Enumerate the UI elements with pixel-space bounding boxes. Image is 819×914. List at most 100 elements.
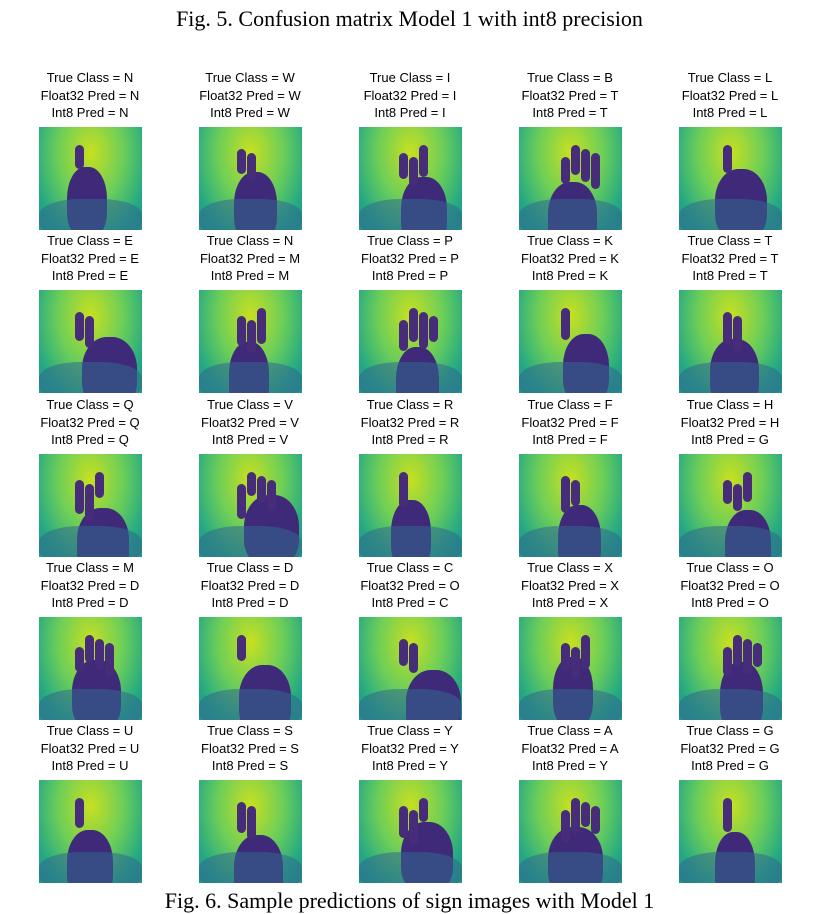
image-shade — [678, 361, 782, 393]
finger-shape — [408, 156, 418, 186]
sign-image — [198, 616, 302, 720]
sample-cell: True Class = F Float32 Pred = F Int8 Pred … — [490, 396, 650, 557]
finger-shape — [580, 801, 590, 827]
float32-pred-label: Float32 Pred = P — [361, 250, 459, 266]
sign-image — [518, 289, 622, 393]
int8-pred-label: Int8 Pred = S — [211, 758, 289, 773]
finger-shape — [74, 479, 84, 514]
true-class-label: True Class = Y — [367, 723, 453, 738]
sign-image — [678, 126, 782, 230]
sign-image — [358, 126, 462, 230]
finger-shape — [560, 156, 570, 184]
image-shade — [358, 525, 462, 557]
finger-shape — [590, 805, 600, 834]
sample-labels: True Class = R Float32 Pred = R Int8 Pred … — [330, 396, 490, 449]
finger-shape — [570, 144, 580, 175]
image-shade — [198, 688, 302, 720]
finger-shape — [580, 148, 590, 182]
figure-caption-bottom: Fig. 6. Sample predictions of sign image… — [164, 888, 655, 913]
sample-labels: True Class = Y Float32 Pred = Y Int8 Pred … — [330, 722, 490, 775]
image-shade — [678, 525, 782, 557]
sample-labels: True Class = P Float32 Pred = P Int8 Pred … — [330, 232, 490, 285]
float32-pred-label: Float32 Pred = O — [360, 577, 460, 593]
sample-labels: True Class = U Float32 Pred = U Int8 Pred … — [10, 722, 170, 775]
sign-image — [678, 453, 782, 557]
true-class-label: True Class = F — [527, 397, 613, 412]
true-class-label: True Class = I — [369, 70, 451, 85]
image-shade — [358, 361, 462, 393]
sample-labels: True Class = E Float32 Pred = E Int8 Pred … — [10, 232, 170, 285]
image-shade — [38, 525, 142, 557]
sign-image — [518, 616, 622, 720]
finger-shape — [560, 642, 570, 671]
int8-pred-label: Int8 Pred = Y — [531, 758, 608, 773]
sample-labels: True Class = B Float32 Pred = T Int8 Pred … — [490, 69, 650, 122]
image-shade — [518, 688, 622, 720]
sample-labels: True Class = A Float32 Pred = A Int8 Pred … — [490, 722, 650, 775]
sample-cell: True Class = W Float32 Pred = W Int8 Pred … — [170, 69, 330, 230]
sign-image — [198, 453, 302, 557]
int8-pred-label: Int8 Pred = U — [51, 758, 129, 773]
sample-labels: True Class = D Float32 Pred = D Int8 Pred … — [170, 559, 330, 612]
sign-image — [678, 779, 782, 883]
sample-cell: True Class = P Float32 Pred = P Int8 Pred … — [330, 232, 490, 393]
int8-pred-label: Int8 Pred = Y — [371, 758, 448, 773]
float32-pred-label: Float32 Pred = K — [521, 250, 619, 266]
sample-cell: True Class = H Float32 Pred = H Int8 Pred … — [650, 396, 810, 557]
sample-cell: True Class = R Float32 Pred = R Int8 Pred … — [330, 396, 490, 557]
finger-shape — [408, 809, 418, 845]
int8-pred-label: Int8 Pred = G — [691, 758, 769, 773]
int8-pred-label: Int8 Pred = E — [51, 268, 129, 283]
image-shade — [198, 361, 302, 393]
true-class-label: True Class = V — [207, 397, 293, 412]
true-class-label: True Class = U — [46, 723, 134, 738]
int8-pred-label: Int8 Pred = P — [371, 268, 449, 283]
finger-shape — [246, 319, 256, 353]
finger-shape — [418, 797, 428, 822]
true-class-label: True Class = E — [47, 233, 133, 248]
float32-pred-label: Float32 Pred = F — [521, 414, 619, 430]
image-shade — [678, 198, 782, 230]
true-class-label: True Class = N — [46, 70, 134, 85]
finger-shape — [570, 479, 580, 506]
sample-cell: True Class = G Float32 Pred = G Int8 Pred … — [650, 722, 810, 883]
float32-pred-label: Float32 Pred = E — [41, 250, 139, 266]
sample-cell: True Class = E Float32 Pred = E Int8 Pred … — [10, 232, 170, 393]
sample-cell: True Class = T Float32 Pred = T Int8 Pred … — [650, 232, 810, 393]
sign-image — [38, 453, 142, 557]
finger-shape — [398, 638, 408, 666]
true-class-label: True Class = H — [686, 397, 774, 412]
sign-image — [518, 779, 622, 883]
finger-shape — [742, 638, 752, 674]
sign-image — [678, 289, 782, 393]
finger-shape — [722, 646, 732, 676]
int8-pred-label: Int8 Pred = F — [532, 432, 608, 447]
finger-shape — [74, 144, 84, 169]
sign-image — [358, 616, 462, 720]
sample-labels: True Class = C Float32 Pred = O Int8 Pred … — [330, 559, 490, 612]
finger-shape — [84, 483, 94, 521]
finger-shape — [560, 809, 570, 843]
finger-shape — [94, 471, 104, 498]
finger-shape — [398, 152, 408, 179]
image-shade — [678, 851, 782, 883]
sign-image — [518, 126, 622, 230]
sample-labels: True Class = H Float32 Pred = H Int8 Pred … — [650, 396, 810, 449]
int8-pred-label: Int8 Pred = G — [691, 432, 769, 447]
finger-shape — [742, 471, 752, 502]
finger-shape — [236, 634, 246, 661]
sample-labels: True Class = V Float32 Pred = V Int8 Pred … — [170, 396, 330, 449]
image-shade — [518, 525, 622, 557]
sign-image — [358, 289, 462, 393]
finger-shape — [560, 475, 570, 513]
sign-image — [518, 453, 622, 557]
finger-shape — [732, 634, 742, 667]
float32-pred-label: Float32 Pred = U — [40, 740, 140, 756]
int8-pred-label: Int8 Pred = L — [692, 105, 768, 120]
sample-labels: True Class = K Float32 Pred = K Int8 Pred … — [490, 232, 650, 285]
finger-shape — [74, 646, 84, 672]
sample-labels: True Class = O Float32 Pred = O Int8 Pred … — [650, 559, 810, 612]
true-class-label: True Class = S — [207, 723, 293, 738]
true-class-label: True Class = N — [206, 233, 294, 248]
